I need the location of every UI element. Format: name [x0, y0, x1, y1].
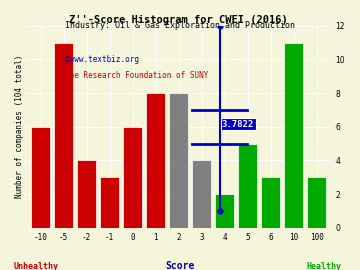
Title: Z''-Score Histogram for CWEI (2016): Z''-Score Histogram for CWEI (2016)	[69, 15, 288, 25]
Text: 3.7822: 3.7822	[222, 120, 254, 129]
Text: The Research Foundation of SUNY: The Research Foundation of SUNY	[65, 71, 208, 80]
Bar	[100, 177, 120, 228]
Bar	[54, 43, 73, 228]
Bar	[215, 194, 234, 228]
Text: Score: Score	[165, 261, 195, 270]
Text: Healthy: Healthy	[306, 262, 342, 270]
Bar	[192, 160, 211, 228]
Bar	[284, 43, 303, 228]
Text: Industry: Oil & Gas Exploration and Production: Industry: Oil & Gas Exploration and Prod…	[65, 21, 295, 30]
Bar	[146, 93, 165, 228]
Y-axis label: Number of companies (104 total): Number of companies (104 total)	[15, 55, 24, 198]
Bar	[123, 127, 143, 228]
Text: ©www.textbiz.org: ©www.textbiz.org	[65, 55, 139, 64]
Bar	[77, 160, 96, 228]
Bar	[238, 144, 257, 228]
Bar	[31, 127, 50, 228]
Bar	[169, 93, 188, 228]
Text: Unhealthy: Unhealthy	[14, 262, 58, 270]
Bar	[261, 177, 280, 228]
Bar	[307, 177, 327, 228]
